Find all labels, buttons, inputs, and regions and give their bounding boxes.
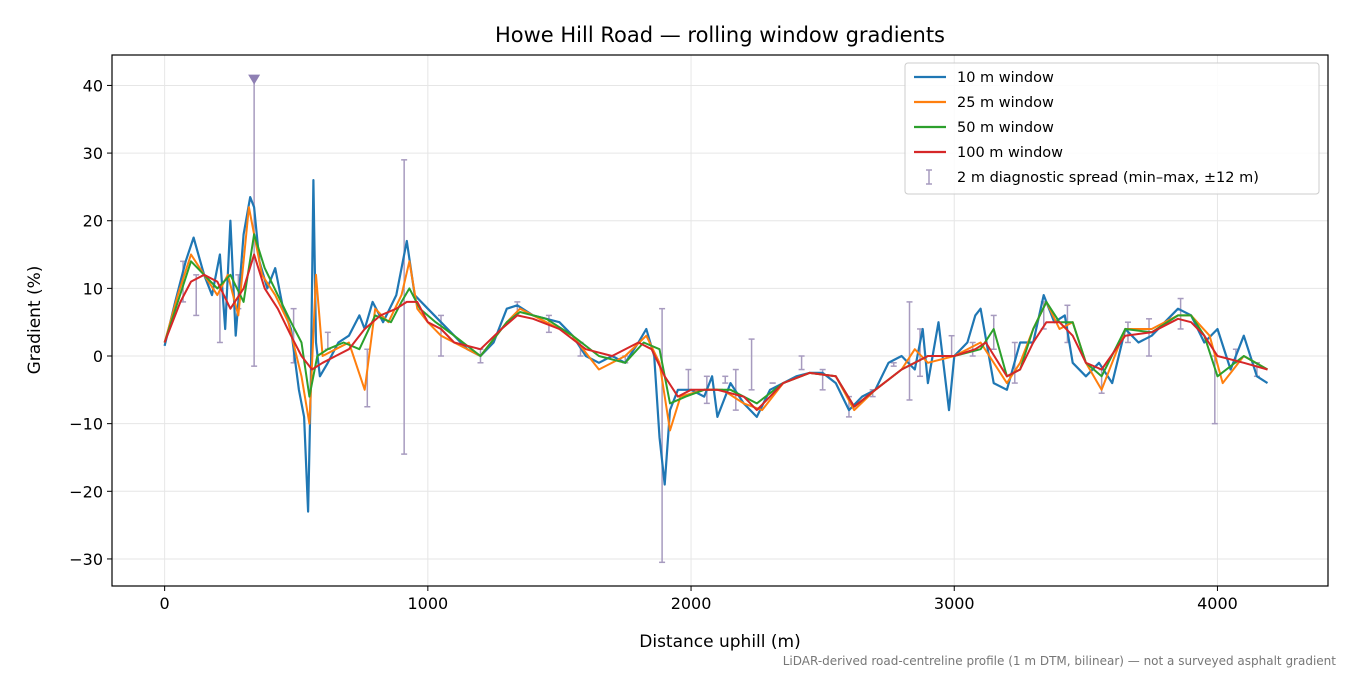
clipped-spread-marker (248, 74, 261, 85)
footnote: LiDAR-derived road-centreline profile (1… (783, 654, 1337, 668)
series-line-25-m-window (163, 206, 1268, 432)
y-tick-label: −30 (69, 550, 103, 569)
y-tick-label: 30 (83, 144, 103, 163)
plot-frame (111, 54, 1329, 587)
legend-item: 2 m diagnostic spread (min–max, ±12 m) (926, 169, 1259, 186)
x-tick-label: 2000 (671, 594, 712, 613)
legend: 10 m window 25 m window 50 m window 100 m w… (904, 62, 1320, 195)
legend-item: 100 m window (914, 145, 1063, 161)
tick-layer: 0 1000 2000 3000 4000 −30 −20 −10 0 10 20 30 40 (69, 76, 1238, 613)
error-bar (722, 375, 729, 384)
error-bar (401, 159, 408, 455)
error-bar (890, 362, 897, 367)
series-layer (163, 179, 1269, 513)
x-tick-label: 3000 (934, 594, 975, 613)
x-tick-label: 4000 (1197, 594, 1238, 613)
error-bar (659, 307, 666, 564)
error-bar (1177, 297, 1184, 330)
error-bar (748, 338, 755, 391)
legend-item: 10 m window (914, 70, 1054, 86)
error-bar (193, 274, 200, 317)
x-axis-label: Distance uphill (m) (639, 632, 800, 652)
y-tick-label: −20 (69, 482, 103, 501)
error-bar (906, 301, 913, 401)
series-line-50-m-window (163, 233, 1268, 408)
y-tick-label: 20 (83, 212, 103, 231)
y-axis-label: Gradient (%) (25, 266, 45, 375)
y-tick-label: −10 (69, 415, 103, 434)
y-tick-label: 40 (83, 76, 103, 95)
series-line-100-m-window (163, 253, 1268, 412)
legend-label: 50 m window (957, 120, 1054, 136)
chart-title: Howe Hill Road — rolling window gradient… (495, 23, 945, 47)
legend-label: 2 m diagnostic spread (min–max, ±12 m) (957, 170, 1259, 186)
error-bar (798, 355, 805, 371)
y-tick-label: 10 (83, 279, 103, 298)
series-line-10-m-window (163, 179, 1269, 513)
x-tick-label: 1000 (407, 594, 448, 613)
legend-label: 100 m window (957, 145, 1063, 161)
legend-box (904, 62, 1320, 195)
legend-label: 10 m window (957, 70, 1054, 86)
y-tick-label: 0 (93, 347, 103, 366)
legend-label: 25 m window (957, 95, 1054, 111)
x-tick-label: 0 (160, 594, 170, 613)
legend-item: 50 m window (914, 120, 1054, 136)
legend-item: 25 m window (914, 95, 1054, 111)
